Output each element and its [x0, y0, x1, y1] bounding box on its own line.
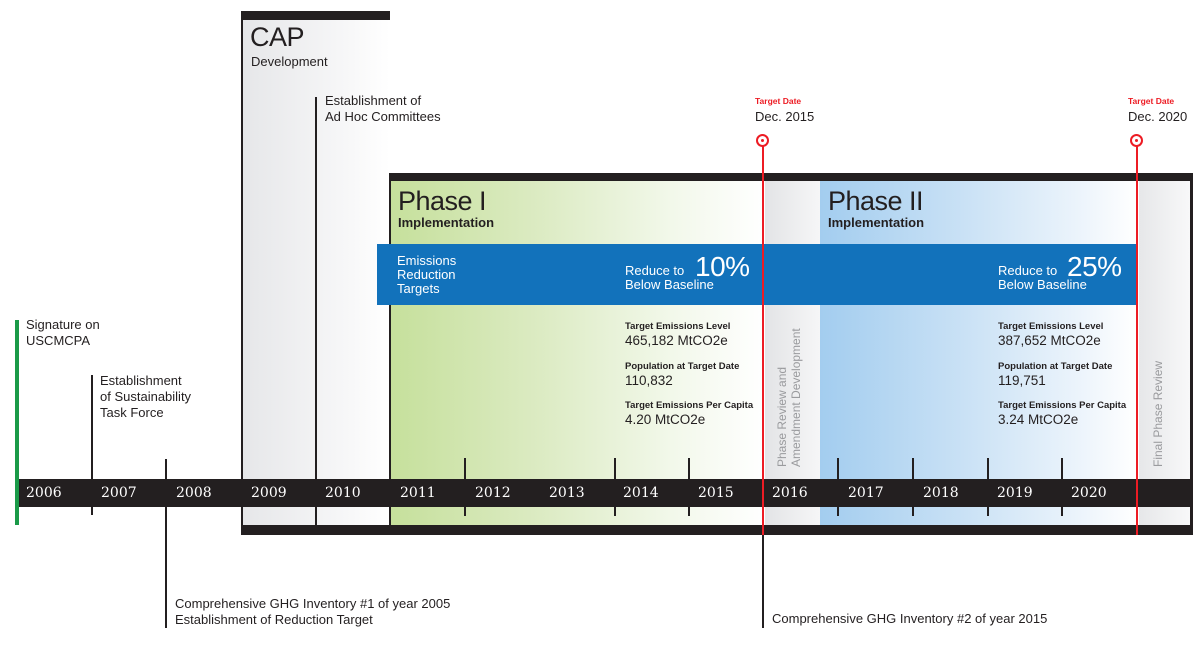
year-label: 2015: [698, 485, 734, 501]
phase1-stat-label: Target Emissions Level: [625, 321, 731, 332]
year-label: 2012: [475, 485, 511, 501]
year-label: 2014: [623, 485, 659, 501]
phase2-stat-value: 119,751: [998, 373, 1046, 388]
task-force-marker-line: [91, 375, 93, 515]
cap-top-bar: [241, 11, 390, 20]
event-signature: Signature on USCMCPA: [26, 317, 100, 349]
year-label: 2006: [26, 485, 62, 501]
phase-frame-left-border: [389, 173, 391, 525]
target-2015-line: [762, 146, 764, 535]
phase2-stat-label: Population at Target Date: [998, 361, 1113, 372]
band-label-line: Emissions: [397, 253, 457, 268]
event-inventory1: Comprehensive GHG Inventory #1 of year 2…: [175, 596, 450, 628]
band-label-line: Targets: [397, 281, 440, 296]
event-line: of Sustainability: [100, 389, 192, 404]
target-icon: [756, 134, 769, 147]
event-inventory2: Comprehensive GHG Inventory #2 of year 2…: [772, 611, 1047, 627]
phase2-region: [820, 181, 1137, 525]
frame-right-border: [1190, 173, 1193, 535]
phase-review-label: Phase Review and Amendment Development: [775, 328, 803, 467]
cap-subtitle: Development: [251, 54, 328, 69]
year-label: 2013: [549, 485, 585, 501]
event-line: Signature on: [26, 317, 100, 332]
start-marker-line: [15, 320, 19, 525]
event-task-force: Establishment of Sustainability Task For…: [100, 373, 191, 421]
event-line: Comprehensive GHG Inventory #2 of year 2…: [772, 611, 1048, 626]
phase-review-region: [765, 181, 820, 525]
year-label: 2008: [176, 485, 212, 501]
phase1-subtitle: Implementation: [398, 215, 495, 230]
inventory1-marker-line: [165, 459, 167, 628]
event-line: Task Force: [100, 405, 164, 420]
inventory2-marker-line: [762, 535, 764, 628]
event-line: Ad Hoc Committees: [325, 109, 441, 124]
target-icon: [1130, 134, 1143, 147]
event-line: Establishment of: [325, 93, 422, 108]
phase1-reduce-prefix: Reduce to: [625, 263, 685, 278]
band-label: Emissions Reduction Targets: [397, 254, 456, 296]
target-date-label: Target Date: [755, 96, 802, 106]
frame-bottom-bar: [241, 525, 1193, 535]
event-ad-hoc: Establishment of Ad Hoc Committees: [325, 93, 441, 125]
phase2-reduce-prefix: Reduce to: [998, 263, 1058, 278]
year-label: 2017: [848, 485, 884, 501]
phase2-subtitle: Implementation: [828, 215, 925, 230]
phase-frame-top-bar: [389, 173, 1193, 181]
phase1-stat-value: 4.20 MtCO2e: [625, 412, 706, 427]
phase2-title: Phase II: [828, 186, 924, 216]
event-line: Comprehensive GHG Inventory #1 of year 2…: [175, 596, 451, 611]
phase1-stat-label: Population at Target Date: [625, 361, 740, 372]
phase1-stat-label: Target Emissions Per Capita: [625, 400, 754, 411]
phase1-title: Phase I: [398, 186, 487, 216]
phase2-stat-value: 3.24 MtCO2e: [998, 412, 1079, 427]
ad-hoc-marker-line: [315, 97, 317, 527]
year-label: 2018: [923, 485, 959, 501]
band-label-line: Reduction: [397, 267, 456, 282]
target-date-label: Target Date: [1128, 96, 1175, 106]
target-date-value: Dec. 2015: [755, 109, 815, 124]
timeline-bar: [18, 479, 1193, 507]
year-label: 2007: [101, 485, 137, 501]
target-2020-line: [1136, 146, 1138, 535]
final-review-region: [1139, 181, 1190, 525]
final-review-label: Final Phase Review: [1151, 360, 1165, 467]
event-line: Establishment of Reduction Target: [175, 612, 373, 627]
year-label: 2010: [325, 485, 361, 501]
phase-review-label-line: Amendment Development: [789, 328, 803, 467]
year-label: 2011: [400, 485, 436, 501]
phase2-stat-label: Target Emissions Level: [998, 321, 1104, 332]
cap-title: CAP: [250, 22, 305, 52]
event-line: Establishment: [100, 373, 182, 388]
year-label: 2009: [251, 485, 287, 501]
phase1-reduce-percent: 10%: [695, 251, 750, 282]
phase2-reduce-percent: 25%: [1067, 251, 1122, 282]
phase1-stat-value: 465,182 MtCO2e: [625, 333, 728, 348]
phase2-reduce-suffix: Below Baseline: [998, 277, 1087, 292]
emissions-targets-band: [377, 244, 1137, 305]
phase1-region: [391, 181, 765, 525]
year-label: 2019: [997, 485, 1033, 501]
phase2-stat-value: 387,652 MtCO2e: [998, 333, 1101, 348]
phase1-reduce-suffix: Below Baseline: [625, 277, 714, 292]
phase1-stat-value: 110,832: [625, 373, 673, 388]
phase-review-label-line: Phase Review and: [775, 366, 789, 467]
year-label: 2020: [1071, 485, 1107, 501]
target-date-value: Dec. 2020: [1128, 109, 1188, 124]
year-label: 2016: [772, 485, 808, 501]
event-line: USCMCPA: [26, 333, 91, 348]
phase2-stat-label: Target Emissions Per Capita: [998, 400, 1127, 411]
